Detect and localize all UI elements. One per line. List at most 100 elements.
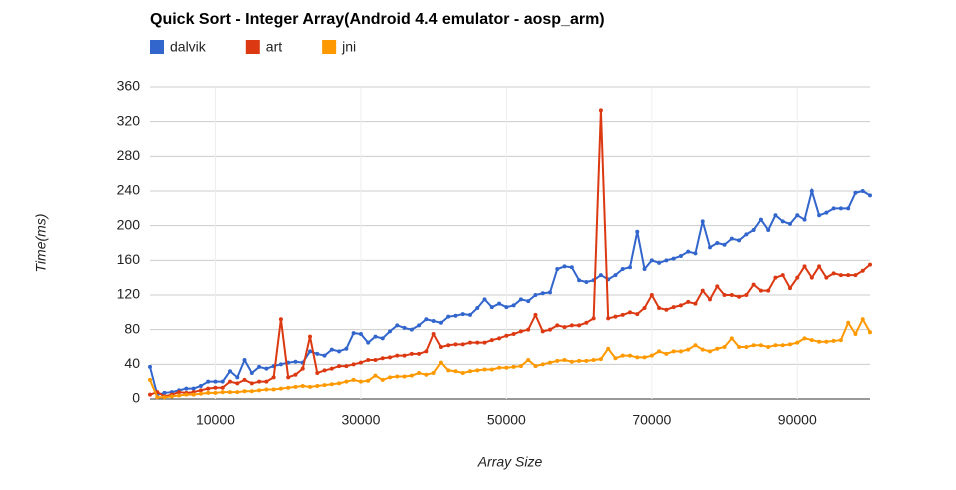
data-point — [766, 345, 771, 349]
data-point — [504, 333, 509, 338]
x-tick-label: 70000 — [632, 412, 671, 428]
data-point — [613, 314, 618, 319]
data-point — [380, 356, 385, 361]
data-point — [249, 371, 254, 375]
data-point — [402, 325, 407, 330]
data-point — [417, 323, 422, 328]
data-point — [853, 332, 858, 336]
data-point — [722, 293, 727, 297]
data-point — [649, 258, 654, 263]
data-point — [337, 364, 342, 369]
y-tick-label: 360 — [117, 78, 141, 94]
data-point — [853, 190, 858, 195]
data-point — [868, 262, 872, 267]
data-point — [860, 189, 865, 193]
data-point — [613, 356, 618, 361]
data-point — [678, 254, 683, 258]
data-point — [686, 347, 691, 352]
data-point — [555, 358, 560, 363]
data-point — [424, 317, 429, 322]
data-point — [417, 351, 422, 356]
data-point — [417, 371, 422, 375]
data-point — [228, 379, 232, 384]
data-point — [409, 373, 414, 378]
data-point — [591, 358, 596, 362]
data-point — [286, 375, 291, 380]
data-point — [497, 336, 502, 341]
data-point — [540, 362, 545, 367]
data-point — [671, 305, 676, 310]
data-point — [613, 273, 618, 278]
data-point — [424, 349, 429, 354]
data-point — [838, 273, 843, 278]
data-point — [497, 365, 502, 370]
data-point — [264, 387, 269, 392]
data-point — [729, 236, 734, 241]
data-point — [700, 288, 705, 293]
data-point — [773, 213, 778, 218]
data-point — [235, 390, 240, 395]
data-point — [264, 379, 269, 384]
data-point — [220, 390, 225, 395]
data-point — [788, 342, 792, 347]
data-point — [809, 275, 814, 280]
data-point — [795, 213, 800, 218]
data-point — [722, 345, 727, 349]
data-point — [460, 371, 465, 375]
data-point — [228, 390, 232, 395]
data-point — [853, 273, 858, 278]
data-point — [635, 229, 640, 234]
data-point — [802, 336, 807, 341]
data-point — [635, 355, 640, 360]
data-point — [366, 358, 371, 362]
y-tick-label: 280 — [117, 147, 141, 163]
data-point — [729, 336, 734, 341]
data-point — [468, 369, 472, 374]
data-point — [293, 359, 298, 364]
data-point — [628, 310, 632, 315]
data-point — [591, 316, 596, 321]
data-point — [831, 206, 836, 211]
data-point — [664, 258, 669, 263]
data-point — [380, 336, 385, 341]
data-point — [497, 301, 502, 306]
data-point — [693, 251, 698, 256]
data-point — [664, 351, 669, 356]
data-point — [453, 369, 458, 374]
data-point — [482, 367, 487, 372]
data-point — [635, 312, 640, 317]
data-point — [460, 312, 465, 317]
data-point — [846, 206, 851, 211]
data-point — [569, 265, 574, 270]
data-point — [628, 265, 632, 270]
data-point — [315, 351, 320, 356]
data-point — [242, 389, 247, 394]
data-point — [562, 325, 567, 330]
data-point — [148, 377, 152, 382]
data-point — [475, 340, 480, 345]
data-point — [598, 108, 603, 113]
data-point — [708, 349, 712, 354]
data-point — [846, 320, 851, 325]
data-point — [351, 362, 356, 367]
data-point — [300, 384, 305, 388]
data-point — [569, 323, 574, 328]
data-point — [155, 395, 160, 400]
data-point — [337, 381, 342, 386]
y-tick-label: 120 — [117, 286, 141, 302]
data-point — [518, 364, 523, 369]
data-point — [344, 364, 349, 369]
data-point — [351, 331, 356, 336]
data-point — [737, 238, 742, 243]
data-point — [169, 394, 174, 399]
data-point — [540, 291, 545, 296]
data-point — [773, 275, 778, 280]
data-point — [584, 358, 589, 363]
data-point — [664, 307, 669, 312]
data-point — [482, 340, 487, 345]
data-point — [373, 373, 378, 378]
data-point — [802, 264, 807, 269]
data-point — [773, 343, 778, 348]
data-point — [177, 393, 182, 398]
x-axis-label: Array Size — [477, 454, 543, 470]
